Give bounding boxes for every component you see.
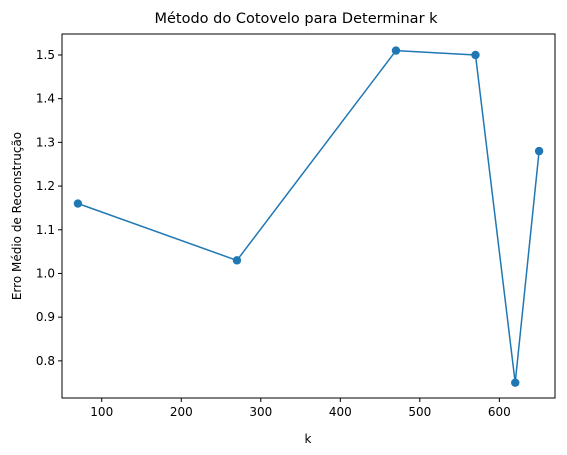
chart-title: Método do Cotovelo para Determinar k [154, 11, 438, 27]
x-tick-label: 500 [408, 405, 431, 419]
data-point [232, 256, 242, 265]
y-axis-title: Erro Médio de Reconstrução [10, 132, 24, 300]
y-tick-label: 0.9 [36, 310, 55, 324]
data-point [73, 199, 83, 208]
x-tick-label: 600 [488, 405, 511, 419]
y-tick-label: 1.2 [36, 179, 55, 193]
series-line [77, 49, 540, 384]
data-point [511, 378, 520, 387]
x-tick-label: 100 [90, 405, 113, 419]
x-axis-title: k [305, 432, 312, 446]
data-point [534, 146, 544, 156]
y-axis: 0.8 0.9 1.0 1.1 1.2 1.3 1.4 1.5 [36, 48, 62, 368]
series-layer [73, 46, 544, 387]
y-tick-label: 1.1 [36, 223, 55, 237]
plot-frame [61, 33, 556, 399]
data-point [391, 46, 401, 55]
y-tick-label: 1.3 [36, 135, 55, 149]
x-tick-label: 200 [170, 405, 193, 419]
y-tick-label: 1.5 [36, 48, 55, 62]
y-tick-label: 1.4 [36, 92, 55, 106]
data-point [471, 50, 480, 60]
x-tick-label: 400 [329, 405, 352, 419]
y-tick-label: 0.8 [36, 354, 55, 368]
x-axis: 100 200 300 400 500 600 [90, 398, 511, 419]
plot-area: 100 200 300 400 500 600 0.8 0.9 1.0 1.1 1.2 1.3 1.4… [36, 33, 556, 419]
x-tick-label: 300 [249, 405, 272, 419]
y-tick-label: 1.0 [36, 266, 55, 280]
